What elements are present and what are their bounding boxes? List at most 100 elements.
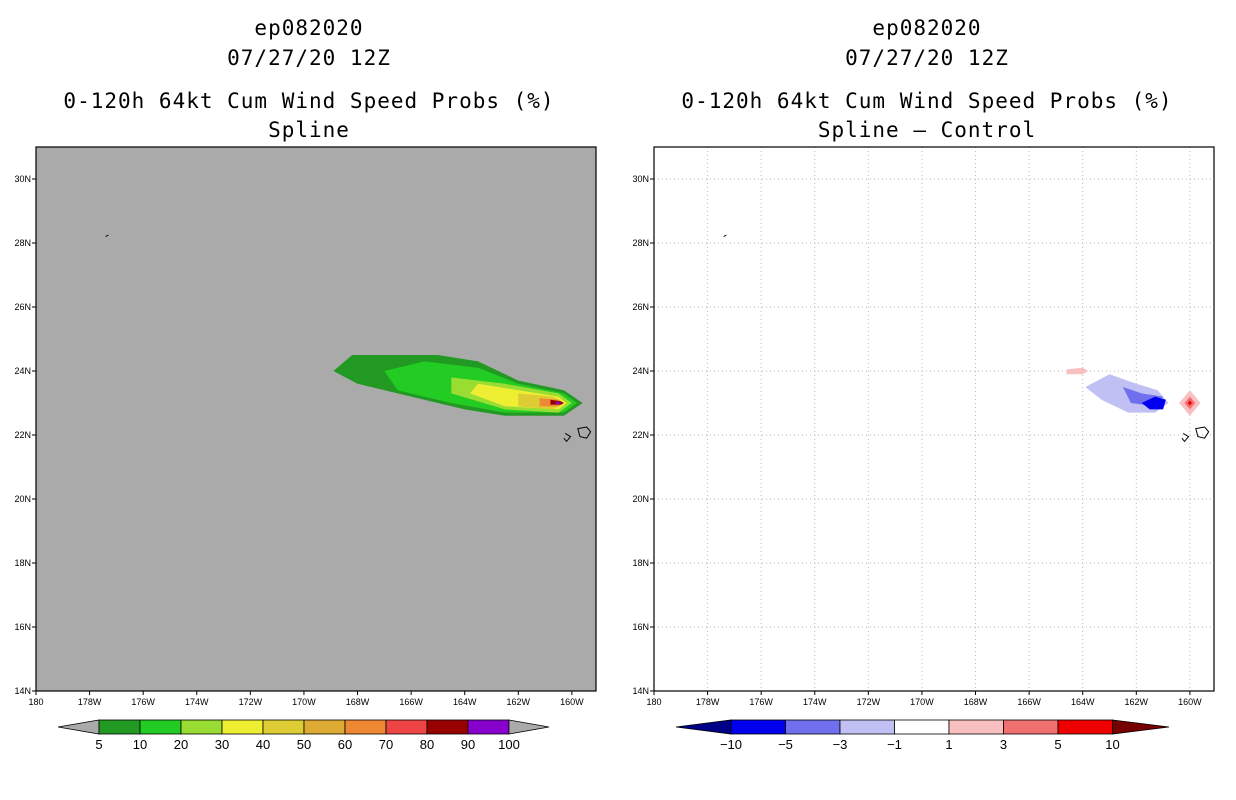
colorbar-label: 20 [174, 737, 188, 752]
right-panel: ep082020 07/27/20 12Z 0-120h 64kt Cum Wi… [618, 0, 1236, 800]
y-tick-label: 24N [632, 366, 649, 376]
colorbar-swatch [1003, 719, 1059, 735]
x-tick-label: 176W [131, 697, 155, 707]
x-tick-label: 176W [749, 697, 773, 707]
y-tick-label: 20N [14, 494, 31, 504]
y-tick-label: 22N [14, 430, 31, 440]
y-tick-label: 14N [632, 686, 649, 696]
island-niihau [563, 432, 572, 443]
plot-area [654, 147, 1214, 691]
colorbar-swatch [894, 719, 950, 735]
colorbar-label: −1 [887, 737, 902, 752]
y-tick-label: 18N [632, 558, 649, 568]
y-tick-label: 16N [632, 622, 649, 632]
colorbar-label: 90 [461, 737, 475, 752]
colorbar-label: 100 [498, 737, 520, 752]
colorbar-label: 50 [297, 737, 311, 752]
datetime-title: 07/27/20 12Z [227, 46, 391, 70]
colorbar-label: −3 [833, 737, 848, 752]
x-tick-label: 180 [28, 697, 43, 707]
x-tick-label: 168W [346, 697, 370, 707]
y-tick-label: 24N [14, 366, 31, 376]
x-tick-label: 168W [964, 697, 988, 707]
x-tick-label: 162W [507, 697, 531, 707]
colorbar-label: 70 [379, 737, 393, 752]
left-panel: ep082020 07/27/20 12Z 0-120h 64kt Cum Wi… [14, 16, 597, 752]
contour-level-5 [1187, 400, 1192, 406]
x-tick-label: 180 [646, 697, 661, 707]
island-kauai [1195, 426, 1210, 439]
y-tick-label: 16N [14, 622, 31, 632]
coastline [105, 234, 592, 443]
y-tick-label: 20N [632, 494, 649, 504]
colorbar-swatch [98, 719, 141, 735]
colorbar-label: 30 [215, 737, 229, 752]
y-tick-label: 18N [14, 558, 31, 568]
x-tick-label: 166W [1017, 697, 1041, 707]
colorbar-label: 10 [133, 737, 147, 752]
x-tick-label: 178W [78, 697, 102, 707]
colorbar-swatch [139, 719, 182, 735]
colorbar-label: 5 [95, 737, 102, 752]
y-tick-label: 22N [632, 430, 649, 440]
contour-level-neg5 [1141, 396, 1166, 410]
y-tick-label: 26N [14, 302, 31, 312]
island-kauai [577, 426, 592, 439]
colorbar-low-tip [675, 719, 732, 735]
colorbar-label: 80 [420, 737, 434, 752]
x-tick-label: 162W [1125, 697, 1149, 707]
contour-level-90 [555, 401, 563, 405]
colorbar-swatch [262, 719, 305, 735]
colorbar-swatch [467, 719, 510, 735]
colorbar-swatch [303, 719, 346, 735]
island-niihau [1181, 432, 1190, 443]
right-chart: 180 178W 176W 174W 172W 170W 168W 166W 164W 162W 1… [632, 146, 1215, 752]
product-title: 0-120h 64kt Cum Wind Speed Probs (%) [63, 89, 555, 113]
colorbar-swatch [385, 719, 428, 735]
plot-frame [653, 146, 1215, 692]
x-tick-label: 170W [292, 697, 316, 707]
island-kure [105, 234, 109, 238]
contour-level-1 [1066, 367, 1089, 375]
x-tick-label: 164W [453, 697, 477, 707]
x-tick-label: 166W [399, 697, 423, 707]
colorbar-swatch [730, 719, 786, 735]
colorbar-high-tip [1112, 719, 1170, 735]
y-tick-label: 26N [632, 302, 649, 312]
colorbar-swatch [948, 719, 1004, 735]
colorbar-label: 40 [256, 737, 270, 752]
y-tick-label: 28N [14, 238, 31, 248]
island-kure [723, 234, 727, 238]
colorbar-label: 1 [945, 737, 952, 752]
colorbar-swatch [1057, 719, 1113, 735]
x-tick-label: 160W [1178, 697, 1202, 707]
colorbar-swatch [785, 719, 841, 735]
storm-id-title: ep082020 [254, 16, 364, 40]
y-tick-label: 14N [14, 686, 31, 696]
colorbar-label: 3 [1000, 737, 1007, 752]
coastline [723, 234, 1210, 443]
colorbar-swatch [221, 719, 264, 735]
x-tick-label: 174W [185, 697, 209, 707]
colorbar-label: −5 [778, 737, 793, 752]
subtitle: Spline [268, 118, 350, 142]
plot-area [36, 147, 596, 691]
subtitle: Spline – Control [817, 118, 1037, 142]
colorbar-swatch [180, 719, 223, 735]
x-tick-label: 178W [696, 697, 720, 707]
x-tick-label: 164W [1071, 697, 1095, 707]
colorbar-label: 10 [1105, 737, 1119, 752]
plot-frame [35, 146, 597, 692]
colorbar-swatch [426, 719, 469, 735]
y-tick-label: 28N [632, 238, 649, 248]
colorbar-label: −10 [720, 737, 742, 752]
colorbar-high-tip [508, 719, 550, 735]
colorbar-swatch [839, 719, 895, 735]
y-tick-label: 30N [632, 174, 649, 184]
left-chart: 180 178W 176W 174W 172W 170W 168W 166W 164W 162W 1… [14, 146, 597, 752]
colorbar-label: 5 [1054, 737, 1061, 752]
datetime-title: 07/27/20 12Z [845, 46, 1009, 70]
colorbar-label: 60 [338, 737, 352, 752]
x-tick-label: 170W [910, 697, 934, 707]
x-tick-label: 172W [239, 697, 263, 707]
